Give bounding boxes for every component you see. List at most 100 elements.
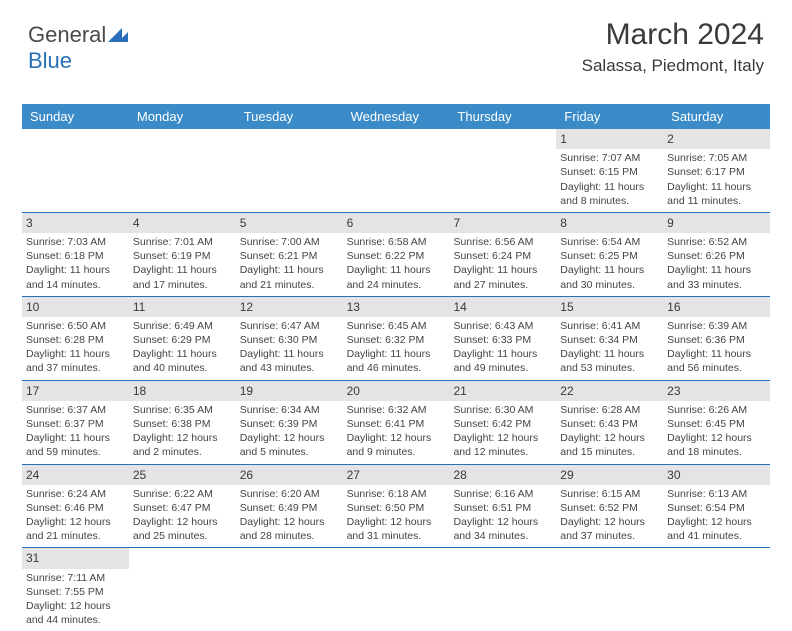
day-info: Sunrise: 6:37 AMSunset: 6:37 PMDaylight:… [26, 403, 125, 460]
day-cell: 31 Sunrise: 7:11 AMSunset: 7:55 PMDayligh… [22, 548, 129, 631]
day-cell: 14Sunrise: 6:43 AMSunset: 6:33 PMDayligh… [449, 297, 556, 380]
day-cell: 28Sunrise: 6:16 AMSunset: 6:51 PMDayligh… [449, 465, 556, 548]
day-number: 20 [343, 381, 450, 401]
day-cell: 5Sunrise: 7:00 AMSunset: 6:21 PMDaylight… [236, 213, 343, 296]
logo: General Blue [28, 22, 128, 74]
day-info: Sunrise: 6:32 AMSunset: 6:41 PMDaylight:… [347, 403, 446, 460]
day-cell [129, 548, 236, 631]
day-cell [236, 129, 343, 212]
day-info: Sunrise: 6:50 AMSunset: 6:28 PMDaylight:… [26, 319, 125, 376]
day-info: Sunrise: 6:39 AMSunset: 6:36 PMDaylight:… [667, 319, 766, 376]
day-info: Sunrise: 7:07 AMSunset: 6:15 PMDaylight:… [560, 151, 659, 208]
day-info: Sunrise: 6:49 AMSunset: 6:29 PMDaylight:… [133, 319, 232, 376]
day-cell: 13Sunrise: 6:45 AMSunset: 6:32 PMDayligh… [343, 297, 450, 380]
title-block: March 2024 Salassa, Piedmont, Italy [582, 18, 764, 76]
day-number: 5 [236, 213, 343, 233]
week-row: 3Sunrise: 7:03 AMSunset: 6:18 PMDaylight… [22, 213, 770, 297]
weekday-header: Wednesday [343, 104, 450, 129]
day-number: 4 [129, 213, 236, 233]
day-number: 19 [236, 381, 343, 401]
day-info: Sunrise: 6:30 AMSunset: 6:42 PMDaylight:… [453, 403, 552, 460]
day-number [449, 129, 556, 149]
day-number [556, 548, 663, 568]
logo-text-2: Blue [28, 48, 72, 73]
day-number: 31 [22, 548, 129, 568]
day-number: 12 [236, 297, 343, 317]
day-cell [449, 129, 556, 212]
day-number: 18 [129, 381, 236, 401]
day-cell [129, 129, 236, 212]
day-number: 14 [449, 297, 556, 317]
day-info: Sunrise: 6:35 AMSunset: 6:38 PMDaylight:… [133, 403, 232, 460]
day-number: 23 [663, 381, 770, 401]
day-number: 30 [663, 465, 770, 485]
week-row: 24Sunrise: 6:24 AMSunset: 6:46 PMDayligh… [22, 465, 770, 549]
week-row: 1Sunrise: 7:07 AMSunset: 6:15 PMDaylight… [22, 129, 770, 213]
day-cell: 12Sunrise: 6:47 AMSunset: 6:30 PMDayligh… [236, 297, 343, 380]
day-cell [449, 548, 556, 631]
day-number [236, 129, 343, 149]
month-title: March 2024 [582, 18, 764, 52]
week-row: 31 Sunrise: 7:11 AMSunset: 7:55 PMDayligh… [22, 548, 770, 631]
day-number [22, 129, 129, 149]
day-cell: 17Sunrise: 6:37 AMSunset: 6:37 PMDayligh… [22, 381, 129, 464]
weekday-header-row: Sunday Monday Tuesday Wednesday Thursday… [22, 104, 770, 129]
weekday-header: Monday [129, 104, 236, 129]
day-cell: 30Sunrise: 6:13 AMSunset: 6:54 PMDayligh… [663, 465, 770, 548]
day-cell: 24Sunrise: 6:24 AMSunset: 6:46 PMDayligh… [22, 465, 129, 548]
location-label: Salassa, Piedmont, Italy [582, 56, 764, 76]
day-cell: 6Sunrise: 6:58 AMSunset: 6:22 PMDaylight… [343, 213, 450, 296]
weekday-header: Saturday [663, 104, 770, 129]
day-cell: 26Sunrise: 6:20 AMSunset: 6:49 PMDayligh… [236, 465, 343, 548]
day-cell: 1Sunrise: 7:07 AMSunset: 6:15 PMDaylight… [556, 129, 663, 212]
day-number [343, 129, 450, 149]
weekday-header: Friday [556, 104, 663, 129]
weekday-header: Tuesday [236, 104, 343, 129]
day-info: Sunrise: 6:18 AMSunset: 6:50 PMDaylight:… [347, 487, 446, 544]
day-info: Sunrise: 6:28 AMSunset: 6:43 PMDaylight:… [560, 403, 659, 460]
day-cell [663, 548, 770, 631]
weekday-header: Thursday [449, 104, 556, 129]
day-number: 27 [343, 465, 450, 485]
day-number [663, 548, 770, 568]
day-info: Sunrise: 6:16 AMSunset: 6:51 PMDaylight:… [453, 487, 552, 544]
day-number: 28 [449, 465, 556, 485]
day-cell: 2Sunrise: 7:05 AMSunset: 6:17 PMDaylight… [663, 129, 770, 212]
day-cell: 21Sunrise: 6:30 AMSunset: 6:42 PMDayligh… [449, 381, 556, 464]
day-info: Sunrise: 6:20 AMSunset: 6:49 PMDaylight:… [240, 487, 339, 544]
day-cell [556, 548, 663, 631]
day-cell: 19Sunrise: 6:34 AMSunset: 6:39 PMDayligh… [236, 381, 343, 464]
day-info: Sunrise: 6:56 AMSunset: 6:24 PMDaylight:… [453, 235, 552, 292]
day-number: 11 [129, 297, 236, 317]
day-cell [236, 548, 343, 631]
day-info: Sunrise: 6:34 AMSunset: 6:39 PMDaylight:… [240, 403, 339, 460]
day-info: Sunrise: 6:43 AMSunset: 6:33 PMDaylight:… [453, 319, 552, 376]
day-cell: 3Sunrise: 7:03 AMSunset: 6:18 PMDaylight… [22, 213, 129, 296]
day-cell: 9Sunrise: 6:52 AMSunset: 6:26 PMDaylight… [663, 213, 770, 296]
day-cell: 10Sunrise: 6:50 AMSunset: 6:28 PMDayligh… [22, 297, 129, 380]
day-info: Sunrise: 7:11 AMSunset: 7:55 PMDaylight:… [26, 571, 125, 628]
day-number [236, 548, 343, 568]
day-info: Sunrise: 6:24 AMSunset: 6:46 PMDaylight:… [26, 487, 125, 544]
day-number [343, 548, 450, 568]
day-info: Sunrise: 7:03 AMSunset: 6:18 PMDaylight:… [26, 235, 125, 292]
day-cell: 18Sunrise: 6:35 AMSunset: 6:38 PMDayligh… [129, 381, 236, 464]
day-info: Sunrise: 7:05 AMSunset: 6:17 PMDaylight:… [667, 151, 766, 208]
calendar: Sunday Monday Tuesday Wednesday Thursday… [22, 104, 770, 631]
day-number [129, 548, 236, 568]
day-number: 8 [556, 213, 663, 233]
day-number: 15 [556, 297, 663, 317]
day-cell: 23Sunrise: 6:26 AMSunset: 6:45 PMDayligh… [663, 381, 770, 464]
day-number: 26 [236, 465, 343, 485]
day-cell: 11Sunrise: 6:49 AMSunset: 6:29 PMDayligh… [129, 297, 236, 380]
day-cell: 15Sunrise: 6:41 AMSunset: 6:34 PMDayligh… [556, 297, 663, 380]
day-number: 16 [663, 297, 770, 317]
week-row: 10Sunrise: 6:50 AMSunset: 6:28 PMDayligh… [22, 297, 770, 381]
day-cell: 20Sunrise: 6:32 AMSunset: 6:41 PMDayligh… [343, 381, 450, 464]
day-number: 9 [663, 213, 770, 233]
day-cell: 29Sunrise: 6:15 AMSunset: 6:52 PMDayligh… [556, 465, 663, 548]
day-number: 17 [22, 381, 129, 401]
day-cell: 16Sunrise: 6:39 AMSunset: 6:36 PMDayligh… [663, 297, 770, 380]
day-number: 7 [449, 213, 556, 233]
day-number: 1 [556, 129, 663, 149]
